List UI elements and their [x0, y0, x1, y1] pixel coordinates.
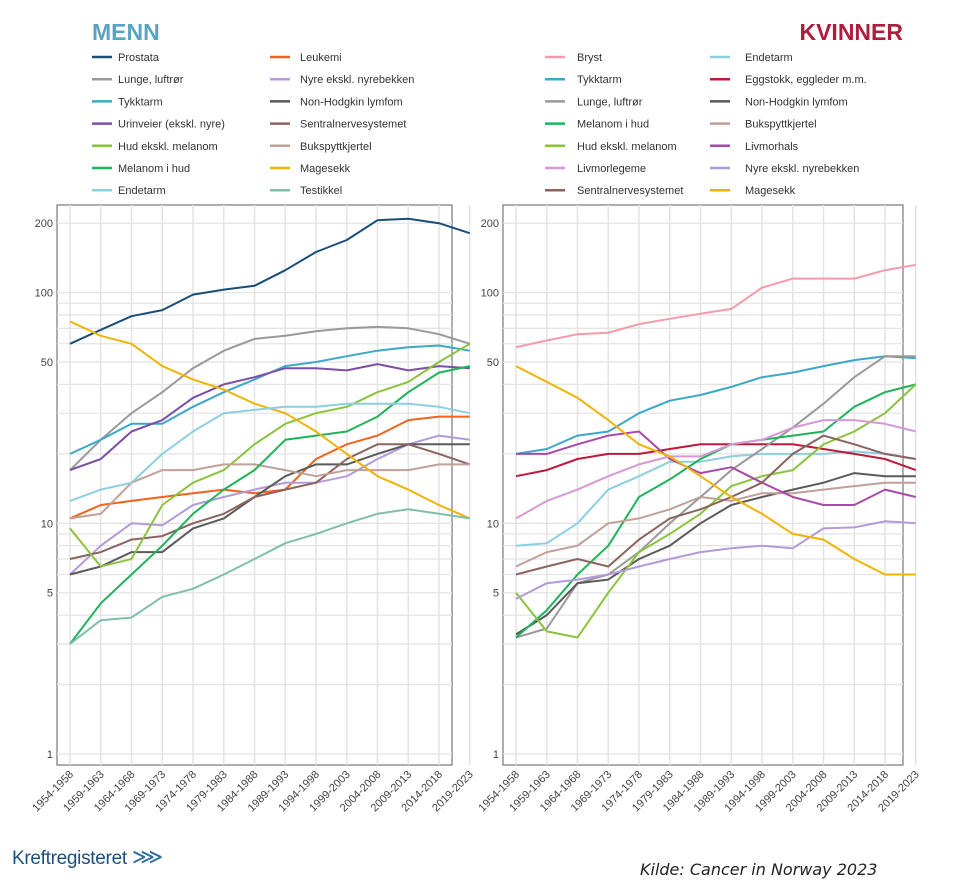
kreftregisteret-logo: Kreftregisteret ⋙: [12, 844, 163, 870]
legend-label: Bukspyttkjertel: [300, 141, 372, 153]
y-tick-label: 50: [487, 357, 499, 369]
series-line-eggstokk-eggleder-m-m-: [515, 443, 917, 478]
legend-label: Bukspyttkjertel: [745, 119, 817, 131]
y-tick-label: 10: [487, 518, 499, 530]
legend-label: Sentralnervesystemet: [300, 119, 406, 131]
chart-kvinner: KVINNER Bryst Endetarm Tykktarm Eggstokk, eg…: [476, 19, 921, 814]
series-line-sentralnervesystemet: [515, 434, 916, 576]
series-line-leukemi: [69, 415, 470, 520]
series-line-non-hodgkin-lymfom: [515, 472, 916, 636]
legend-label: Livmorhals: [745, 141, 799, 153]
chart-menn: MENN Prostata Leukemi Lunge, luftrør Nyre ek…: [30, 19, 475, 814]
y-tick-label: 5: [493, 588, 499, 600]
legend-label: Tykktarm: [118, 96, 163, 108]
legend-label: Non-Hodgkin lymfom: [745, 96, 848, 108]
legend-label: Prostata: [118, 52, 160, 64]
legend-label: Magesekk: [300, 163, 351, 175]
legend-label: Melanom i hud: [118, 163, 190, 175]
legend-label: Endetarm: [118, 185, 166, 197]
series-line-livmorlegeme: [515, 419, 917, 520]
legend-label: Bryst: [577, 52, 602, 64]
series-line-lunge-luftrør: [69, 325, 471, 471]
series-line-urinveier-ekskl-nyre-: [69, 363, 470, 472]
y-tick-label: 1: [47, 749, 53, 761]
series-line-melanom-i-hud: [69, 365, 471, 645]
chart-title: KVINNER: [799, 19, 903, 45]
legend-label: Magesekk: [745, 185, 796, 197]
legend-label: Melanom i hud: [577, 119, 649, 131]
source-note: Kilde: Cancer in Norway 2023: [640, 860, 878, 879]
legend-label: Sentralnervesystemet: [577, 185, 683, 197]
y-tick-label: 200: [35, 218, 53, 230]
legend-label: Hud ekskl. melanom: [118, 141, 218, 153]
series-line-magesekk: [515, 365, 916, 576]
legend-label: Lunge, luftrør: [118, 74, 184, 86]
series-line-bryst: [515, 263, 916, 349]
y-tick-label: 100: [481, 288, 499, 300]
series-line-sentralnervesystemet: [69, 443, 471, 560]
series-line-nyre-ekskl-nyrebekken: [515, 520, 916, 600]
series-line-endetarm: [69, 402, 471, 502]
legend-label: Nyre ekskl. nyrebekken: [745, 163, 859, 175]
legend-label: Hud ekskl. melanom: [577, 141, 677, 153]
legend-label: Tykktarm: [577, 74, 622, 86]
series-line-bukspyttkjertel: [69, 463, 470, 520]
chart-title: MENN: [92, 19, 160, 45]
series-line-non-hodgkin-lymfom: [69, 443, 470, 576]
legend-label: Leukemi: [300, 52, 342, 64]
y-tick-label: 1: [493, 749, 499, 761]
y-tick-label: 5: [47, 588, 53, 600]
legend-label: Endetarm: [745, 52, 793, 64]
series-line-hud-ekskl-melanom: [69, 342, 471, 568]
legend-label: Eggstokk, eggleder m.m.: [745, 74, 867, 86]
logo-text: Kreftregisteret: [12, 848, 127, 869]
plot-area: [502, 204, 904, 766]
y-tick-label: 100: [35, 288, 53, 300]
legend-label: Lunge, luftrør: [577, 96, 643, 108]
y-tick-label: 10: [41, 518, 53, 530]
y-tick-label: 50: [41, 357, 53, 369]
y-tick-label: 200: [481, 218, 499, 230]
series-line-prostata: [69, 217, 471, 345]
legend-label: Livmorlegeme: [577, 163, 646, 175]
legend-label: Nyre ekskl. nyrebekken: [300, 74, 414, 86]
series-line-endetarm: [515, 450, 916, 547]
legend-label: Testikkel: [300, 185, 342, 197]
series-line-testikkel: [69, 508, 470, 645]
series-line-livmorhals: [516, 430, 917, 506]
series-line-tykktarm: [515, 355, 916, 455]
logo-arrow-icon: ⋙: [131, 844, 163, 869]
legend-label: Non-Hodgkin lymfom: [300, 96, 403, 108]
legend-label: Urinveier (ekskl. nyre): [118, 119, 225, 131]
series-line-melanom-i-hud: [515, 383, 917, 639]
series-line-hud-ekskl-melanom: [515, 383, 917, 639]
